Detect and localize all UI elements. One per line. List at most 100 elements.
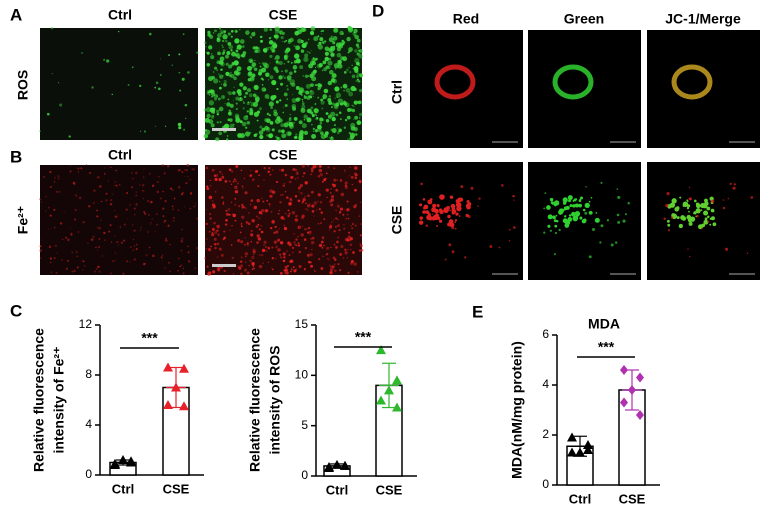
signal xyxy=(45,195,47,198)
signal xyxy=(311,133,316,139)
signal xyxy=(434,216,438,220)
cell xyxy=(434,64,476,100)
signal xyxy=(181,237,184,240)
signal xyxy=(336,204,340,208)
signal xyxy=(349,108,353,112)
signal xyxy=(279,201,282,204)
signal xyxy=(579,196,583,200)
signal xyxy=(264,209,268,213)
data-point xyxy=(392,402,402,412)
signal xyxy=(245,261,247,263)
signal xyxy=(96,209,99,212)
signal xyxy=(225,209,228,212)
signal xyxy=(423,204,429,210)
signal xyxy=(109,224,112,227)
signal xyxy=(319,201,323,204)
signal xyxy=(247,65,252,71)
signal xyxy=(354,224,357,227)
signal xyxy=(244,243,246,246)
signal xyxy=(549,229,552,232)
signal xyxy=(207,271,212,275)
signal xyxy=(216,60,221,65)
signal xyxy=(258,174,261,177)
signal xyxy=(237,205,241,208)
signal xyxy=(297,186,301,190)
signal xyxy=(277,248,281,252)
signal xyxy=(100,200,103,203)
y-tick-label: 4 xyxy=(542,377,549,391)
signal xyxy=(334,258,337,261)
signal xyxy=(325,253,328,256)
signal xyxy=(269,194,273,198)
signal xyxy=(314,83,318,87)
signal xyxy=(135,194,138,197)
signal xyxy=(317,83,322,87)
signal xyxy=(595,212,598,214)
signal xyxy=(241,205,245,209)
signal xyxy=(218,131,223,136)
signal xyxy=(313,36,319,42)
signal xyxy=(323,178,327,182)
signal xyxy=(284,173,288,177)
signal xyxy=(339,207,344,211)
signal xyxy=(143,168,145,170)
signal xyxy=(334,86,340,92)
signal xyxy=(695,208,701,214)
signal xyxy=(244,131,251,137)
signal xyxy=(258,254,261,256)
signal xyxy=(689,216,696,222)
signal xyxy=(314,66,317,68)
signal xyxy=(489,245,493,249)
signal xyxy=(270,106,273,110)
signal xyxy=(438,208,443,212)
signal xyxy=(213,174,217,177)
signal xyxy=(268,133,274,139)
signal xyxy=(39,249,43,252)
signal xyxy=(553,219,557,223)
signal xyxy=(41,239,43,241)
signal xyxy=(627,202,630,205)
signal xyxy=(230,73,235,79)
signal xyxy=(293,117,298,121)
signal xyxy=(280,36,284,40)
signal xyxy=(354,176,358,179)
signal xyxy=(222,75,224,77)
signal xyxy=(41,201,43,203)
y-axis-label: Relative fluorescence xyxy=(31,328,47,472)
signal xyxy=(228,213,231,216)
signal xyxy=(242,45,245,48)
signal xyxy=(116,241,119,243)
signal xyxy=(159,58,161,60)
signal xyxy=(299,26,305,33)
signal xyxy=(132,178,134,180)
signal xyxy=(101,255,103,257)
signal xyxy=(135,191,138,193)
signal xyxy=(340,86,343,89)
signal xyxy=(357,80,360,83)
signal xyxy=(233,76,237,80)
signal xyxy=(105,199,108,202)
signal xyxy=(232,180,235,183)
signal xyxy=(275,245,278,249)
signal xyxy=(351,104,354,107)
signal xyxy=(318,63,323,68)
signal xyxy=(289,198,293,202)
signal xyxy=(251,268,254,271)
scale-bar xyxy=(212,128,236,131)
signal xyxy=(427,211,430,214)
signal xyxy=(206,113,211,119)
signal xyxy=(218,60,224,65)
signal xyxy=(330,198,334,202)
signal xyxy=(724,247,729,251)
signal xyxy=(214,190,217,193)
signal xyxy=(268,40,274,45)
signal xyxy=(703,219,709,225)
signal xyxy=(599,241,602,244)
signal xyxy=(288,180,292,184)
data-point xyxy=(332,459,342,469)
signal xyxy=(51,228,53,230)
signal xyxy=(47,228,49,230)
signal xyxy=(221,196,224,199)
signal xyxy=(320,211,323,214)
signal xyxy=(53,257,56,260)
